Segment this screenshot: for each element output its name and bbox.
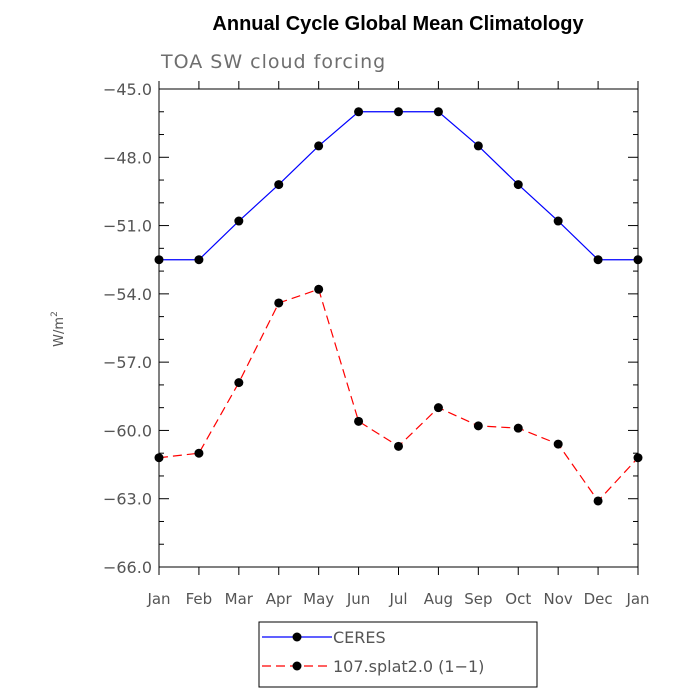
data-point-series-0 [154,255,164,265]
data-point-series-1 [593,496,603,506]
data-point-series-1 [433,403,443,413]
data-point-series-0 [433,107,443,117]
data-point-series-1 [633,453,643,463]
y-tick-label: −54.0 [103,285,152,304]
plot-area [154,107,643,506]
chart-title: Annual Cycle Global Mean Climatology [212,13,584,35]
x-tick-label: Dec [584,590,613,608]
y-tick-label: −57.0 [103,353,152,372]
y-tick-label: −63.0 [103,490,152,509]
data-point-series-0 [354,107,364,117]
data-point-series-1 [513,423,523,433]
data-point-series-1 [394,441,403,451]
data-point-series-1 [234,378,244,388]
x-tick-label: Apr [266,590,293,608]
data-point-series-0 [593,255,603,265]
legend-marker-ceres [292,632,302,642]
data-point-series-0 [234,216,244,226]
data-point-series-0 [394,107,403,117]
x-tick-label: May [303,590,334,608]
plot-frame [158,88,639,568]
legend-marker-model [292,661,302,671]
y-axis-label-base: W/m [52,317,67,347]
legend-label-ceres: CERES [333,628,386,647]
data-point-series-0 [633,255,643,265]
y-tick-label: −60.0 [103,421,152,440]
y-tick-label: −66.0 [103,558,152,577]
y-tick-label: −48.0 [103,148,152,167]
data-point-series-1 [473,421,483,431]
data-point-series-0 [553,216,563,226]
x-tick-label: Sep [464,590,492,608]
data-point-series-0 [473,141,483,151]
data-point-series-0 [513,180,523,190]
x-tick-label: Jan [146,590,170,608]
y-axis-label-exponent: 2 [50,311,60,317]
legend: CERES 107.splat2.0 (1−1) [258,621,538,688]
chart-subtitle: TOA SW cloud forcing [160,51,386,73]
x-tick-label: Jun [346,590,370,608]
x-tick-label: Feb [186,590,213,608]
data-point-series-1 [354,416,364,426]
data-point-series-0 [194,255,204,265]
x-tick-label: Jan [625,590,649,608]
svg-text:W/m2: W/m2 [50,311,67,347]
data-point-series-0 [274,180,284,190]
axes: −45.0 −48.0 −51.0 −54.0 −57.0 −60.0 −63.0 −66.0… [103,80,650,608]
data-point-series-0 [314,141,324,151]
y-tick-label: −51.0 [103,217,152,236]
y-tick-label: −45.0 [103,80,152,99]
y-axis-label: W/m2 [50,311,67,347]
data-point-series-1 [194,448,204,458]
data-point-series-1 [154,453,164,463]
x-tick-label: Aug [424,590,453,608]
x-tick-label: Mar [225,590,254,608]
data-point-series-1 [274,298,284,308]
x-tick-label: Oct [505,590,531,608]
series-line-0 [159,111,638,261]
data-point-series-1 [553,439,563,449]
data-point-series-1 [314,284,324,294]
legend-label-model: 107.splat2.0 (1−1) [333,657,484,676]
series-line-1 [158,288,639,502]
x-tick-label: Jul [388,590,407,608]
x-tick-label: Nov [544,590,573,608]
legend-box [258,621,538,688]
